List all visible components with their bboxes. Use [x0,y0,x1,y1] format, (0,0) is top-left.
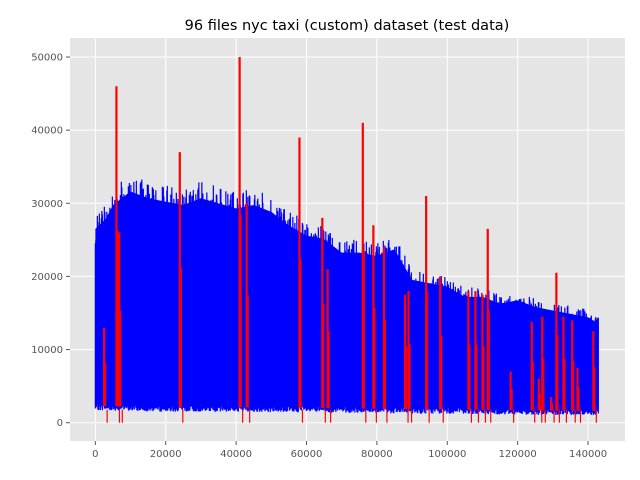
x-tick-label: 60000 [291,449,323,460]
x-tick-label: 80000 [361,449,393,460]
x-tick-label: 100000 [428,449,466,460]
y-tick-label: 40000 [31,126,63,137]
x-tick-label: 20000 [150,449,182,460]
y-tick-label: 10000 [31,345,63,356]
y-tick-label: 30000 [31,199,63,210]
x-tick-label: 140000 [569,449,607,460]
y-tick-label: 0 [57,418,63,429]
y-tick-label: 50000 [31,53,63,64]
x-tick-label: 120000 [499,449,537,460]
y-axis: 0 10000 20000 30000 40000 50000 [31,53,70,429]
x-axis: 0 20000 40000 60000 80000 100000 120000 140000 [92,441,607,460]
chart-title: 96 files nyc taxi (custom) dataset (test… [185,18,510,34]
x-tick-label: 40000 [220,449,252,460]
series-layer [94,57,599,423]
y-tick-label: 20000 [31,272,63,283]
x-tick-label: 0 [92,449,98,460]
